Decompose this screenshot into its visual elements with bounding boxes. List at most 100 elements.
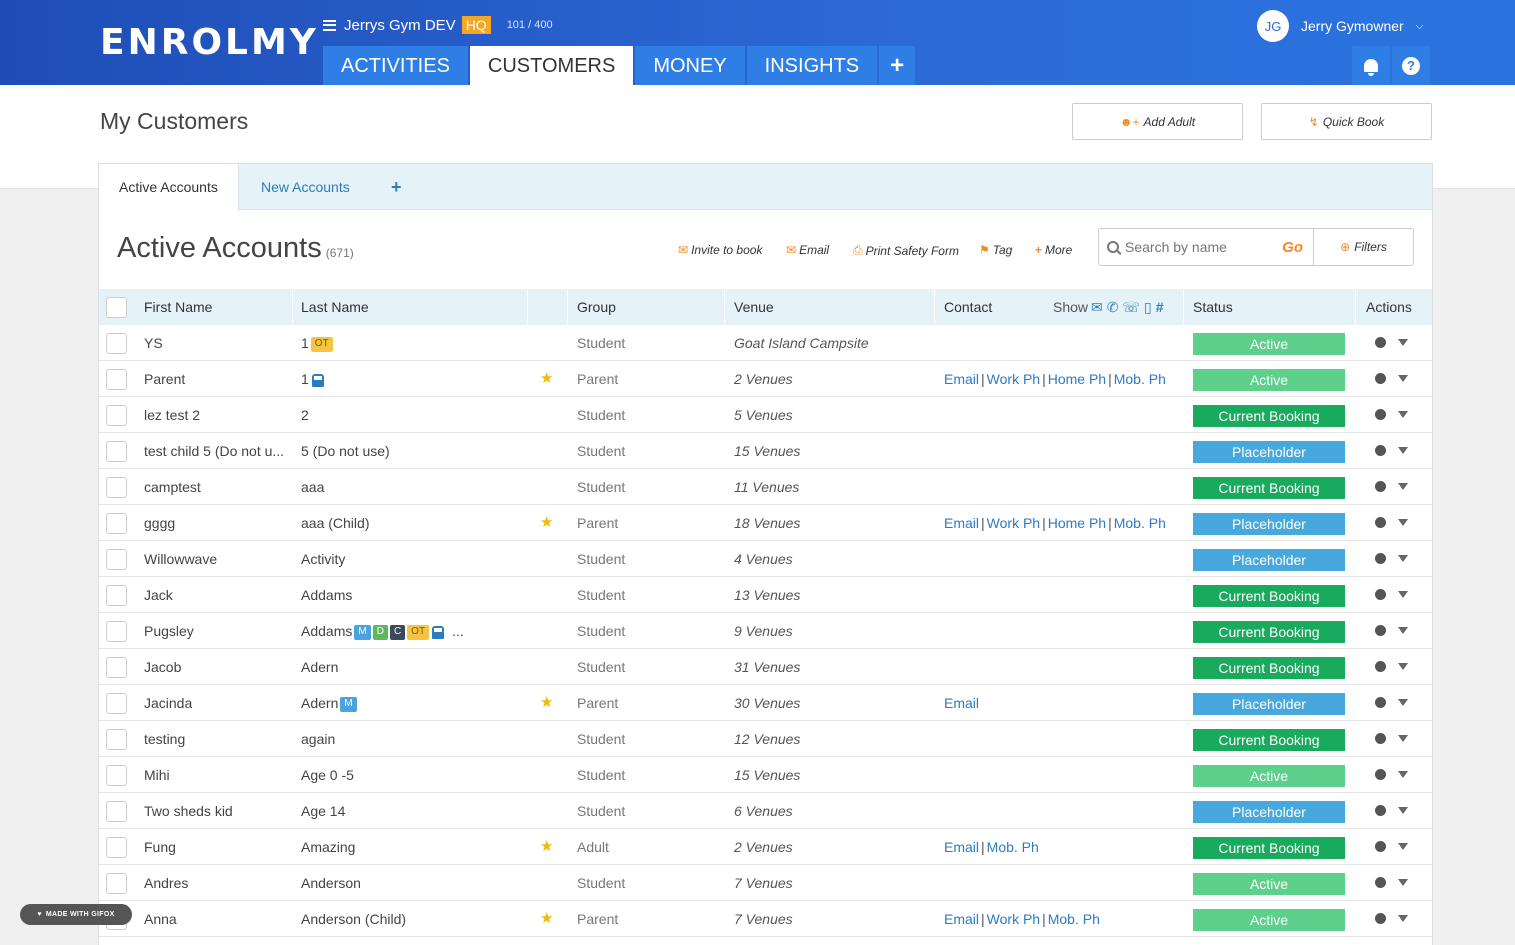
last-name-cell[interactable]: Age 0 -5 xyxy=(301,757,354,793)
status-badge[interactable]: Placeholder xyxy=(1193,801,1345,823)
first-name[interactable]: Anna xyxy=(144,911,177,927)
user-menu[interactable]: JG Jerry Gymowner ⌵ xyxy=(1257,10,1423,42)
table-row[interactable]: Jacob Adern Student 31 Venues Current Bookin… xyxy=(99,649,1432,685)
row-checkbox[interactable] xyxy=(106,621,127,642)
help-button[interactable]: ? xyxy=(1392,46,1430,85)
gear-icon[interactable] xyxy=(1375,481,1386,492)
row-checkbox[interactable] xyxy=(106,441,127,462)
venue[interactable]: 31 Venues xyxy=(734,659,801,675)
row-checkbox[interactable] xyxy=(106,657,127,678)
tab-insights[interactable]: INSIGHTS xyxy=(746,46,878,85)
row-checkbox[interactable] xyxy=(106,765,127,786)
enrolmy-logo[interactable]: ENROLMY xyxy=(100,22,319,63)
chevron-down-icon[interactable] xyxy=(1398,411,1408,418)
venue[interactable]: 5 Venues xyxy=(734,407,793,423)
tab-activities[interactable]: ACTIVITIES xyxy=(323,46,468,85)
venue[interactable]: 15 Venues xyxy=(734,443,801,459)
gear-icon[interactable] xyxy=(1375,769,1386,780)
search-box[interactable]: Go xyxy=(1098,228,1314,266)
venue[interactable]: 30 Venues xyxy=(734,695,801,711)
subtab-new-accounts[interactable]: New Accounts xyxy=(261,179,350,195)
status-badge[interactable]: Active xyxy=(1193,369,1345,391)
gear-icon[interactable] xyxy=(1375,409,1386,420)
last-name-cell[interactable]: Anderson xyxy=(301,865,361,901)
select-all-checkbox[interactable] xyxy=(106,297,127,318)
chevron-down-icon[interactable] xyxy=(1398,663,1408,670)
first-name[interactable]: Pugsley xyxy=(144,623,194,639)
first-name[interactable]: gggg xyxy=(144,515,176,531)
chevron-down-icon[interactable] xyxy=(1398,483,1408,490)
row-checkbox[interactable] xyxy=(106,873,127,894)
gym-selector[interactable]: Jerrys Gym DEV HQ 101 / 400 xyxy=(323,16,553,34)
venue[interactable]: 15 Venues xyxy=(734,767,801,783)
table-row[interactable]: Willowwave Activity Student 4 Venues Placeho… xyxy=(99,541,1432,577)
table-row[interactable]: lez test 2 2 Student 5 Venues Current Bookin… xyxy=(99,397,1432,433)
filters-button[interactable]: ⊕ Filters xyxy=(1313,228,1414,266)
venue[interactable]: 4 Venues xyxy=(734,551,793,567)
last-name-cell[interactable]: Amazing xyxy=(301,829,355,865)
contact-link[interactable]: Mob. Ph xyxy=(986,839,1039,855)
search-go-button[interactable]: Go xyxy=(1282,238,1303,256)
gear-icon[interactable] xyxy=(1375,553,1386,564)
status-badge[interactable]: Current Booking xyxy=(1193,477,1345,499)
contact-link[interactable]: Work Ph xyxy=(986,911,1041,927)
gear-icon[interactable] xyxy=(1375,841,1386,852)
mobile-icon[interactable]: ▯ xyxy=(1144,299,1152,315)
table-row[interactable]: Fung Amazing ★ Adult 2 Venues Email | Mob. Ph Cu… xyxy=(99,829,1432,865)
venue[interactable]: 2 Venues xyxy=(734,371,793,387)
table-row[interactable]: Mihi Age 0 -5 Student 15 Venues Active xyxy=(99,757,1432,793)
chevron-down-icon[interactable] xyxy=(1398,843,1408,850)
status-badge[interactable]: Current Booking xyxy=(1193,585,1345,607)
last-name-cell[interactable]: 5 (Do not use) xyxy=(301,433,390,469)
row-checkbox[interactable] xyxy=(106,729,127,750)
venue[interactable]: Goat Island Campsite xyxy=(734,335,869,351)
contact-link[interactable]: Home Ph xyxy=(1047,371,1107,387)
last-name-cell[interactable]: Anderson (Child) xyxy=(301,901,406,937)
last-name-cell[interactable]: Age 14 xyxy=(301,793,345,829)
venue[interactable]: 7 Venues xyxy=(734,875,793,891)
gear-icon[interactable] xyxy=(1375,337,1386,348)
phone-icon[interactable]: ☏ xyxy=(1122,299,1141,315)
user-name[interactable]: Jerry Gymowner xyxy=(1301,18,1404,34)
avatar[interactable]: JG xyxy=(1257,10,1289,42)
row-checkbox[interactable] xyxy=(106,333,127,354)
row-checkbox[interactable] xyxy=(106,585,127,606)
chevron-down-icon[interactable] xyxy=(1398,699,1408,706)
venue[interactable]: 2 Venues xyxy=(734,839,793,855)
col-venue[interactable]: Venue xyxy=(734,299,774,315)
contact-link[interactable]: Work Ph xyxy=(986,515,1041,531)
status-badge[interactable]: Current Booking xyxy=(1193,621,1345,643)
first-name[interactable]: test child 5 (Do not u... xyxy=(144,443,285,459)
table-row[interactable]: Two sheds kid Age 14 Student 6 Venues Placeh… xyxy=(99,793,1432,829)
status-badge[interactable]: Active xyxy=(1193,333,1345,355)
chevron-down-icon[interactable] xyxy=(1398,915,1408,922)
table-row[interactable]: Pugsley Addams M D C OT... Student 9 Venues Curr… xyxy=(99,613,1432,649)
chevron-down-icon[interactable] xyxy=(1398,591,1408,598)
col-first-name[interactable]: First Name xyxy=(144,299,213,315)
add-adult-button[interactable]: ☻+ Add Adult xyxy=(1072,103,1243,140)
chevron-down-icon[interactable] xyxy=(1398,447,1408,454)
gear-icon[interactable] xyxy=(1375,913,1386,924)
tag-button[interactable]: ⚑ Tag xyxy=(979,243,1012,257)
first-name[interactable]: lez test 2 xyxy=(144,407,201,423)
tab-money[interactable]: MONEY xyxy=(635,46,745,85)
first-name[interactable]: Parent xyxy=(144,371,186,387)
contact-link[interactable]: Email xyxy=(944,515,980,531)
email-button[interactable]: ✉ Email xyxy=(786,243,829,257)
table-row[interactable]: Parent 1 ★ Parent 2 Venues Email | Work Ph | Home… xyxy=(99,361,1432,397)
last-name-cell[interactable]: 2 xyxy=(301,397,309,433)
col-last-name[interactable]: Last Name xyxy=(301,299,369,315)
venue[interactable]: 7 Venues xyxy=(734,911,793,927)
first-name[interactable]: Mihi xyxy=(144,767,170,783)
first-name[interactable]: Fung xyxy=(144,839,176,855)
venue[interactable]: 11 Venues xyxy=(734,479,800,495)
tab-customers[interactable]: CUSTOMERS xyxy=(469,46,634,85)
status-badge[interactable]: Placeholder xyxy=(1193,549,1345,571)
contact-link[interactable]: Email xyxy=(944,695,980,711)
table-row[interactable]: Jack Addams Student 13 Venues Current Bookin… xyxy=(99,577,1432,613)
gear-icon[interactable] xyxy=(1375,517,1386,528)
col-contact[interactable]: Contact xyxy=(944,299,993,315)
venue[interactable]: 9 Venues xyxy=(734,623,793,639)
table-row[interactable]: gggg aaa (Child) ★ Parent 18 Venues Email | Wor… xyxy=(99,505,1432,541)
col-status[interactable]: Status xyxy=(1193,299,1233,315)
